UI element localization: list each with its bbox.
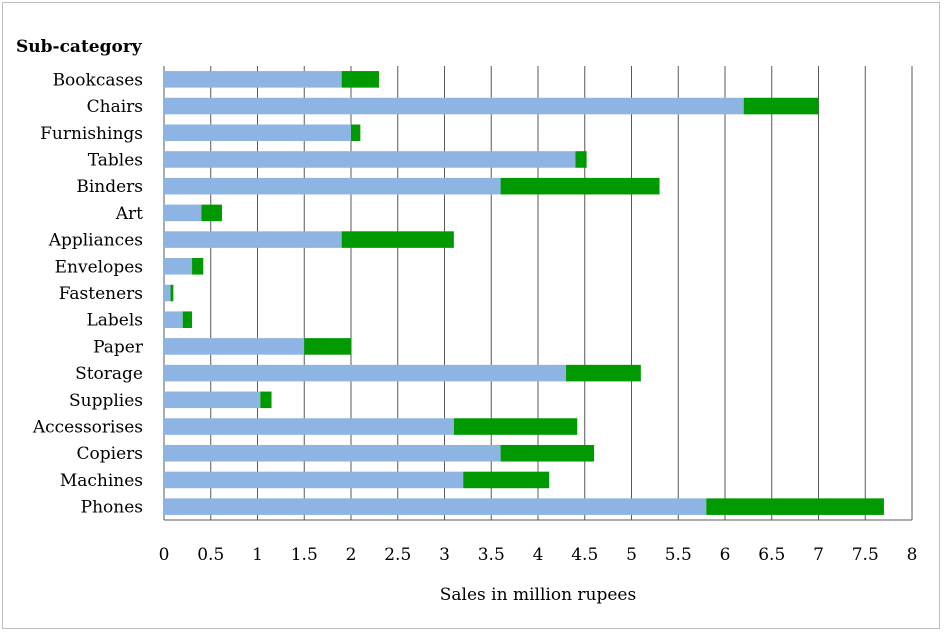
bar-segment-1 bbox=[164, 177, 501, 195]
bar-segment-1 bbox=[164, 231, 342, 248]
x-tick-label: 4.5 bbox=[571, 545, 598, 565]
category-label: Tables bbox=[88, 150, 143, 170]
bar-segment-2 bbox=[170, 284, 174, 302]
bar-segment-1 bbox=[164, 97, 744, 115]
x-tick-label: 7 bbox=[813, 545, 824, 565]
bar-segment-2 bbox=[341, 71, 380, 88]
category-label: Paper bbox=[93, 337, 144, 357]
x-tick-label: 6.5 bbox=[758, 545, 785, 565]
category-label: Storage bbox=[75, 364, 143, 384]
chart-title: Sub-category bbox=[16, 37, 143, 57]
bar-segment-2 bbox=[260, 391, 272, 409]
category-label: Binders bbox=[76, 177, 143, 197]
category-label: Copiers bbox=[77, 444, 143, 464]
bar-segment-1 bbox=[164, 391, 261, 409]
bar-segment-2 bbox=[706, 498, 884, 515]
bar-segment-2 bbox=[304, 338, 351, 355]
bar-segment-1 bbox=[164, 311, 183, 328]
x-tick-label: 8 bbox=[907, 545, 918, 565]
category-label: Machines bbox=[60, 471, 143, 491]
x-tick-label: 3 bbox=[439, 545, 450, 565]
bar-segment-1 bbox=[164, 498, 707, 515]
bar-segment-1 bbox=[164, 284, 171, 302]
bar-segment-2 bbox=[566, 364, 641, 382]
bar-segment-2 bbox=[743, 97, 819, 115]
bar-segment-2 bbox=[201, 204, 222, 222]
bar-segment-2 bbox=[182, 311, 193, 328]
x-tick-label: 2 bbox=[346, 545, 357, 565]
category-label: Chairs bbox=[87, 97, 143, 117]
bar-segment-1 bbox=[164, 71, 342, 88]
bar-segment-1 bbox=[164, 444, 501, 462]
x-tick-label: 7.5 bbox=[852, 545, 879, 565]
bar-segment-1 bbox=[164, 418, 454, 435]
x-tick-label: 5.5 bbox=[665, 545, 692, 565]
bar-segment-2 bbox=[453, 418, 578, 435]
category-label: Fasteners bbox=[59, 284, 143, 304]
bar-segment-1 bbox=[164, 471, 464, 489]
x-tick-label: 1.5 bbox=[291, 545, 318, 565]
category-label: Appliances bbox=[48, 231, 143, 251]
bar-segment-1 bbox=[164, 338, 305, 355]
category-label: Art bbox=[115, 204, 143, 224]
x-tick-label: 3.5 bbox=[478, 545, 505, 565]
category-label: Phones bbox=[81, 498, 143, 518]
x-tick-label: 5 bbox=[626, 545, 637, 565]
bar-segment-1 bbox=[164, 151, 576, 168]
x-tick-label: 4 bbox=[533, 545, 544, 565]
x-tick-label: 2.5 bbox=[384, 545, 411, 565]
x-axis-label: Sales in million rupees bbox=[440, 585, 636, 605]
bar-segment-2 bbox=[351, 124, 361, 142]
category-label: Supplies bbox=[69, 391, 143, 411]
bar-segment-2 bbox=[575, 151, 587, 168]
category-label: Envelopes bbox=[55, 257, 143, 277]
category-label: Accessorises bbox=[32, 418, 143, 438]
category-label: Bookcases bbox=[53, 70, 143, 90]
x-tick-label: 6 bbox=[720, 545, 731, 565]
category-labels: Bookcases Chairs Furnishings Tables Binders A… bbox=[32, 70, 144, 517]
bar-segment-1 bbox=[164, 258, 193, 275]
grid-lines bbox=[163, 66, 913, 521]
bar-segment-1 bbox=[164, 204, 202, 222]
category-label: Labels bbox=[86, 311, 143, 331]
x-tick-label: 0 bbox=[159, 545, 170, 565]
bar-segment-1 bbox=[164, 124, 351, 142]
x-tick-label: 1 bbox=[252, 545, 263, 565]
bars bbox=[164, 71, 884, 515]
x-tick-labels: 0 0.5 1 1.5 2 2.5 3 3.5 4 4.5 5 5.5 6 6.5 7 7.5 8 bbox=[159, 545, 918, 565]
bar-segment-2 bbox=[500, 444, 595, 462]
bar-segment-2 bbox=[500, 177, 660, 195]
bar-segment-2 bbox=[463, 471, 550, 489]
x-tick-label: 0.5 bbox=[197, 545, 224, 565]
bar-segment-2 bbox=[192, 258, 204, 275]
category-label: Furnishings bbox=[40, 124, 143, 144]
bar-segment-1 bbox=[164, 364, 567, 382]
bar-segment-2 bbox=[341, 231, 454, 248]
